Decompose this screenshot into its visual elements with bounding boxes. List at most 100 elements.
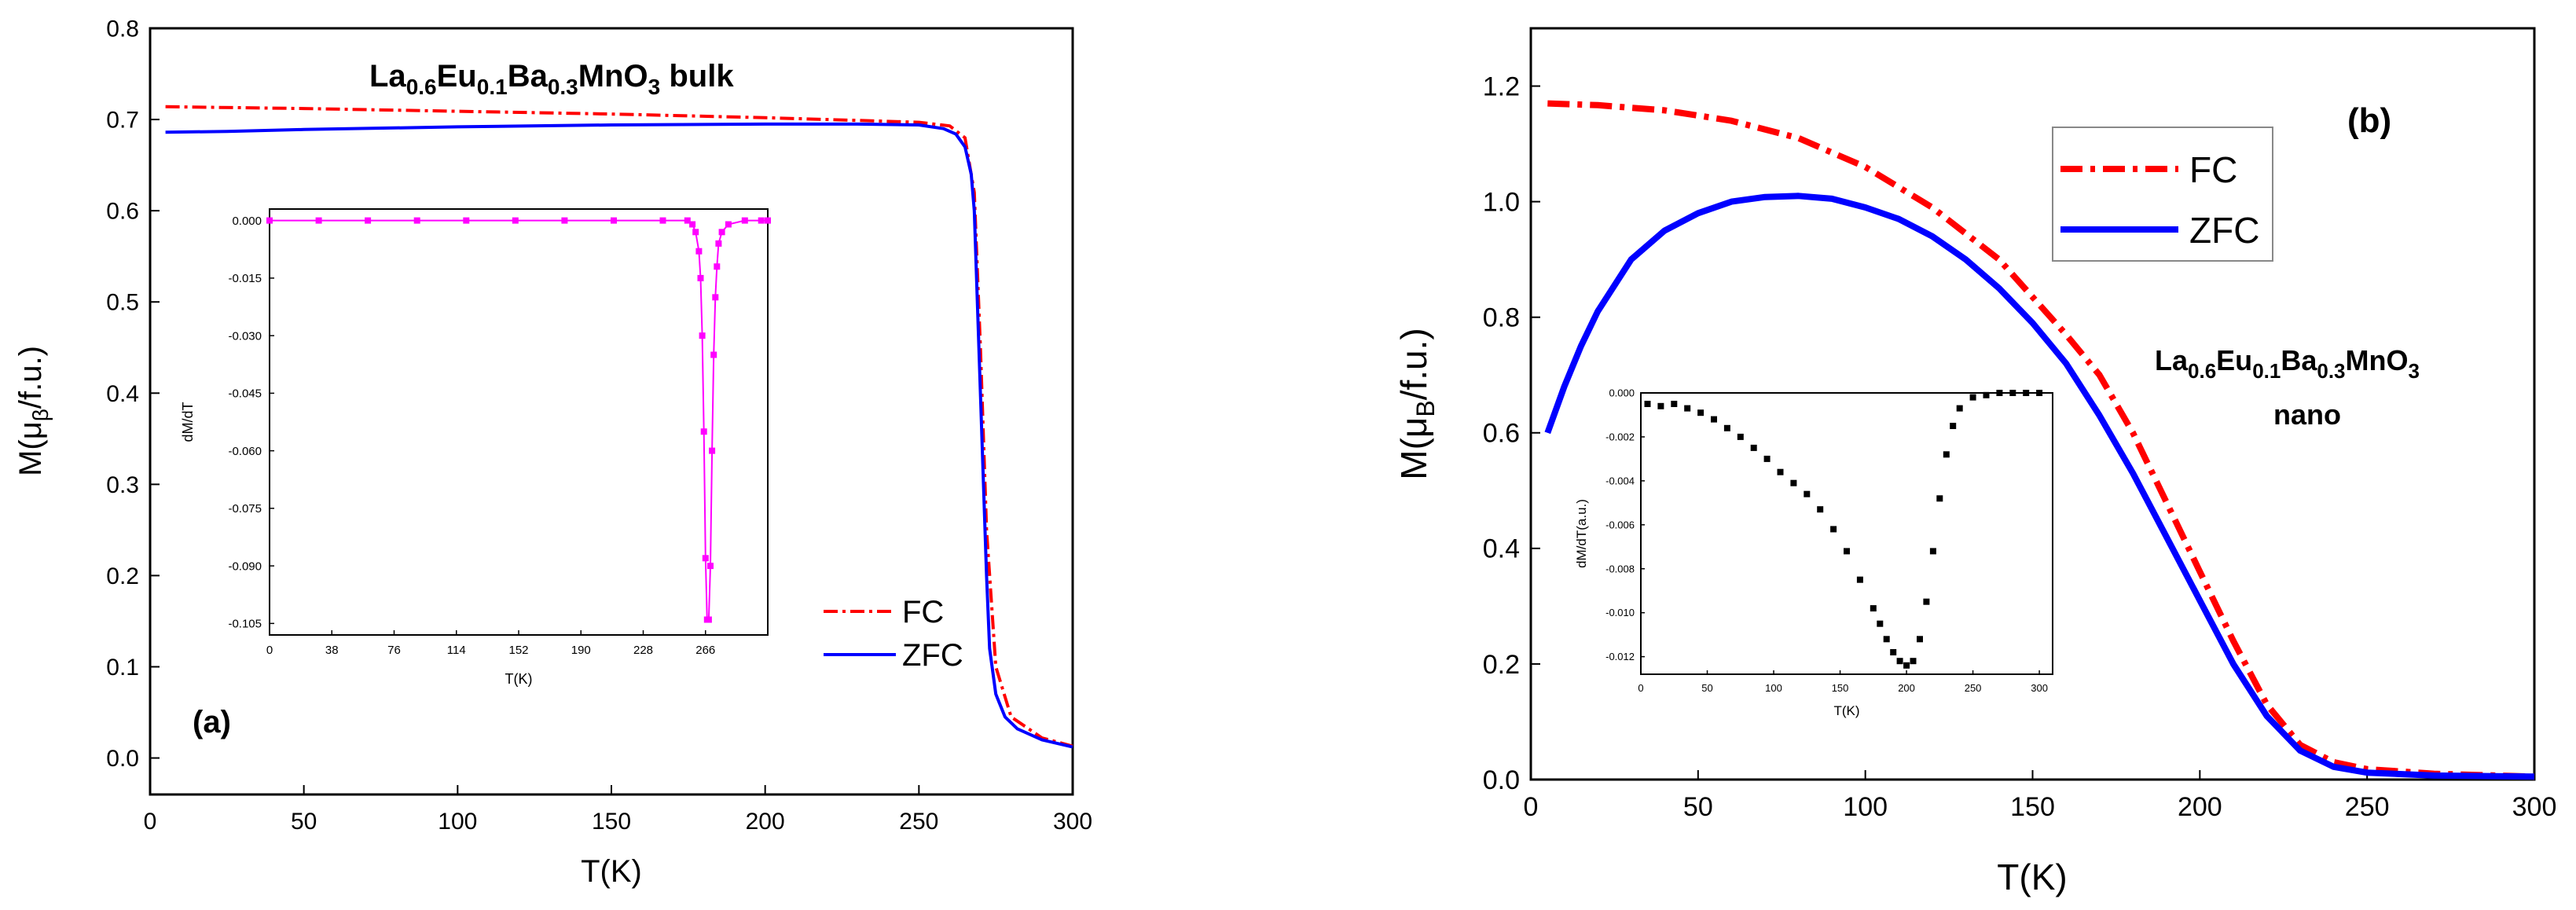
panel-b-x-tick-label: 200 [2178,792,2222,822]
panel-b-inset-point [1657,402,1664,409]
panel-b-inset-point [1896,658,1903,665]
panel-b-inset-x-tick-label: 50 [1701,682,1712,694]
panel-b-x-tick-label: 0 [1524,792,1539,822]
panel-a-title-part: 0.6 [406,75,437,99]
panel-b-zfc-line [1544,193,2535,780]
panel-b-y-tick-label: 0.2 [1483,650,1520,680]
panel-a-inset-point [712,294,719,301]
panel-a-ylabel-part: M(μ [13,421,48,476]
panel-b-inset-y-tick-label: -0.010 [1605,607,1635,618]
panel-a-title-part: 0.3 [548,75,578,99]
panel-a-title-part: MnO [578,59,648,94]
panel-a-y-tick-label: 0.7 [106,108,139,134]
panel-a-legend-zfc-label: ZFC [902,638,963,673]
panel-b-title-part: La [2155,344,2189,376]
panel-a-y-tick-label: 0.5 [106,290,139,316]
panel-a-x-tick-label: 100 [438,809,477,835]
panel-b-title-part: MnO [2346,344,2409,376]
panel-b-inset-point [1950,423,1957,429]
panel-a-title: La0.6Eu0.1Ba0.3MnO3 bulk [369,59,734,99]
panel-b-ticks: 0 50 100 150 200 250 300 0.0 0.2 0.4 0.6 0.8 1.0 1.2 [1483,72,2557,822]
panel-b-title-part: Eu [2216,344,2252,376]
panel-b-inset-point [1936,495,1943,502]
panel-b-inset-point [1790,479,1797,486]
panel-b-series [1544,100,2535,780]
panel-b-x-tick-label: 100 [1843,792,1888,822]
panel-a-x-tick-label: 300 [1053,809,1092,835]
panel-b-inset-x-tick-label: 150 [1832,682,1849,694]
panel-b-y-tick-label: 0.8 [1483,303,1520,333]
panel-b-y-tick-label: 0.0 [1483,765,1520,795]
panel-b-inset-point [1750,444,1757,451]
panel-a-y-tick-label: 0.8 [106,17,139,42]
panel-b-inset-point [1804,490,1811,497]
panel-a-ylabel-part: /f.u.) [13,346,48,409]
panel-a-y-tick-label: 0.0 [106,746,139,772]
panel-b-title-part: 0.1 [2252,359,2281,383]
panel-a-title-part: bulk [660,59,734,94]
panel-a-inset-point [512,217,519,224]
panel-b-inset-point [1671,401,1678,407]
panel-a-ticks: 0 50 100 150 200 250 300 0.0 0.1 0.2 0.3 0.4 0.5 0.6 0… [106,17,1092,835]
panel-b-inset-point [2023,390,2030,396]
panel-b-inset-y-tick-label: -0.006 [1605,519,1635,530]
panel-a-series [165,105,1073,749]
panel-b-inset-y-tick-label: -0.008 [1605,563,1635,574]
panel-a-inset-y-tick-label: -0.090 [228,560,262,573]
panel-a-legend: FC ZFC [824,595,963,673]
panel-b-inset-point [1903,662,1910,669]
panel-a-inset-point [709,447,716,454]
panel-b-inset-point [1956,405,1963,412]
panel-a-chart: 0 50 100 150 200 250 300 0.0 0.1 0.2 0.3 0.4 0.5 0.6 0… [13,17,1092,890]
panel-a-inset-point [684,217,691,224]
panel-a-inset-point [699,332,706,339]
panel-a-inset-point [710,351,717,358]
panel-b-ylabel-part: M(μ [1393,417,1434,480]
panel-b-inset-point [1923,598,1930,605]
panel-a-label: (a) [193,705,231,739]
panel-b-title-part: 3 [2409,359,2420,383]
panel-a-inset-y-tick-label: -0.060 [228,445,262,458]
panel-a-title-part: Ba [508,59,549,94]
panel-b-title: La0.6Eu0.1Ba0.3MnO3 [2155,344,2420,383]
panel-b-y-tick-label: 1.0 [1483,188,1520,218]
panel-b-inset-point [1817,506,1824,513]
panel-b-y-tick-label: 1.2 [1483,72,1520,101]
panel-a-inset-point [700,428,707,435]
panel-b-inset-x-tick-label: 300 [2031,682,2048,694]
panel-a-y-tick-label: 0.3 [106,472,139,498]
panel-b-inset-point [2009,390,2016,396]
panel-b-inset-point [1929,548,1936,555]
panel-a-y-tick-label: 0.2 [106,563,139,589]
panel-a-inset: 0 38 76 114 152 190 228 266 0.000 -0.015 -0.030 -0.… [180,208,771,687]
panel-b-inset-point [1877,620,1884,627]
panel-b-inset-ylabel: dM/dT(a.u.) [1574,499,1589,568]
panel-b-inset-point [1910,658,1917,665]
panel-a-inset-x-tick-label: 152 [508,644,528,657]
panel-b-subtitle: nano [2273,398,2341,431]
panel-b-inset-y-tick-label: -0.012 [1605,651,1635,662]
panel-b-inset-point [1943,451,1950,458]
panel-b-inset-point [1644,401,1651,407]
panel-b-ylabel: M(μB/f.u.) [1393,328,1440,480]
panel-b-inset-point [1777,468,1784,475]
panel-a-inset-y-tick-label: -0.105 [228,618,262,631]
panel-b-xlabel: T(K) [1997,857,2067,897]
panel-a-inset-x-tick-label: 114 [447,644,466,657]
panel-a-inset-point [725,221,732,228]
panel-a-inset-point [741,217,748,224]
panel-b-legend-box [2052,127,2273,262]
panel-b-inset-point [1684,405,1691,412]
panel-a-xlabel: T(K) [581,854,642,889]
panel-a-x-tick-label: 200 [746,809,785,835]
panel-b-legend-fc-label: FC [2189,149,2237,190]
panel-b-inset-point [1844,548,1850,555]
panel-a-inset-series [266,217,771,623]
panel-a-y-tick-label: 0.4 [106,381,139,407]
panel-a-title-part: 3 [648,75,661,99]
panel-b-inset-x-tick-label: 250 [1965,682,1982,694]
panel-b-x-tick-label: 50 [1683,792,1713,822]
panel-a-inset-point [758,217,765,224]
panel-a-inset-point [695,248,703,255]
